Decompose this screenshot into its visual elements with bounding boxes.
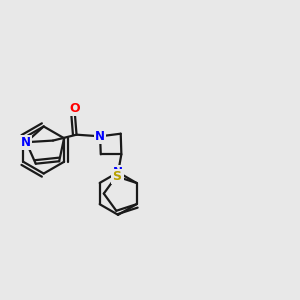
Text: O: O <box>70 102 80 115</box>
Text: N: N <box>95 130 105 143</box>
Text: N: N <box>113 172 123 185</box>
Text: N: N <box>21 136 31 149</box>
Text: N: N <box>113 166 123 179</box>
Text: S: S <box>112 170 121 183</box>
